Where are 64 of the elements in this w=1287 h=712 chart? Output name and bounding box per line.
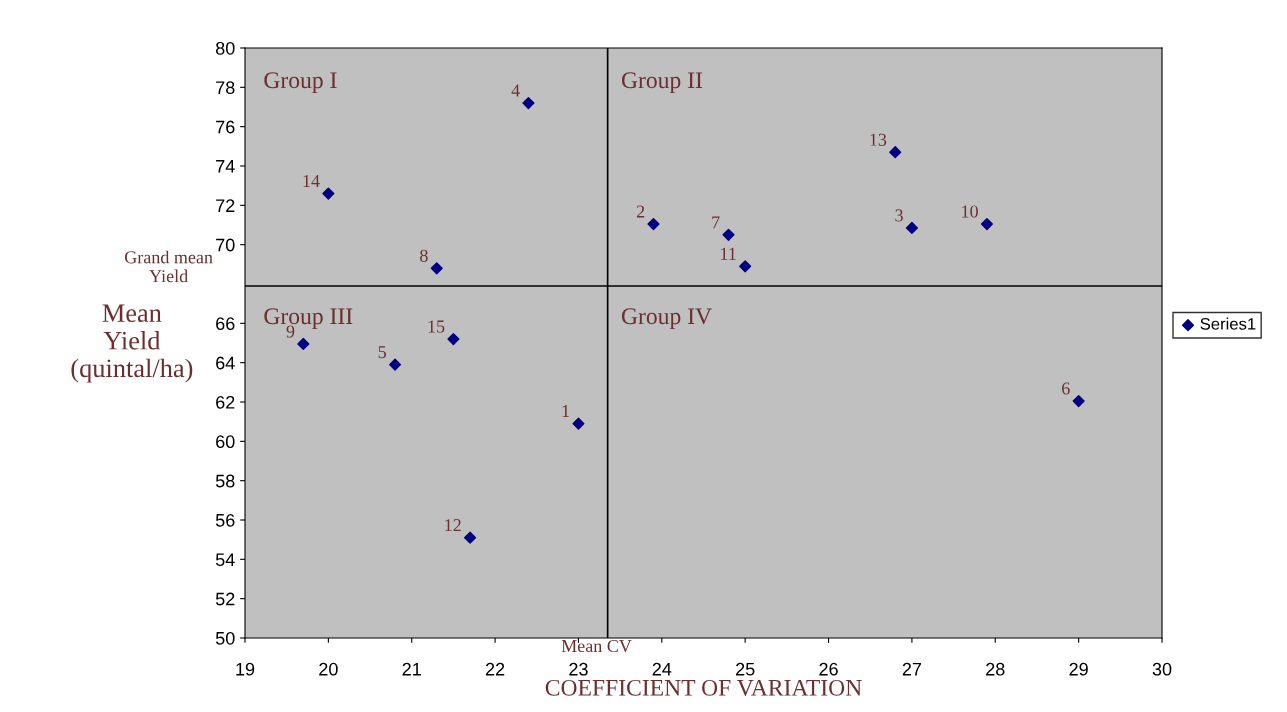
point	[447, 332, 460, 346]
point	[388, 358, 402, 371]
y-tick-label: 76	[216, 120, 235, 134]
annotation: 12	[445, 519, 461, 532]
y-tick-label: 54	[215, 553, 235, 567]
annotation: Group II	[621, 72, 703, 94]
point	[522, 96, 535, 110]
y-tick-label: 62	[216, 395, 235, 409]
annotation: 5	[378, 346, 387, 359]
point	[572, 417, 585, 430]
x-axis-title: COEFFICIENT OF VARIATION	[545, 679, 862, 696]
annotation: 11	[721, 247, 736, 260]
annotation: 3	[895, 209, 903, 222]
y-tick-label: 78	[216, 81, 235, 95]
y-tick-label: 70	[216, 238, 235, 252]
x-tick-label: 26	[819, 662, 838, 676]
x-tick-label: 28	[986, 662, 1005, 676]
y-tick-label: 66	[216, 317, 235, 331]
x-tick-label: 19	[236, 662, 255, 676]
x-tick-label: 22	[485, 662, 505, 676]
annotation: 10	[962, 205, 978, 218]
annotation: 1	[562, 405, 570, 418]
annotation: 8	[420, 249, 428, 262]
point	[739, 260, 752, 273]
annotation: 13	[870, 133, 887, 146]
x-tick-label: 24	[652, 662, 672, 676]
x-tick-label: 21	[402, 662, 421, 676]
point	[647, 217, 660, 231]
y-tick-label: 64	[216, 356, 235, 370]
y-tick-label: 74	[216, 160, 235, 173]
x-tick-label: 20	[319, 662, 338, 676]
point	[889, 146, 902, 159]
point	[980, 217, 994, 231]
annotation: 14	[303, 174, 320, 187]
point	[905, 221, 918, 235]
y-tick-label: 50	[215, 631, 235, 645]
annotation: 2	[636, 205, 645, 218]
y-tick-label: 58	[215, 474, 235, 488]
x-tick-label: 29	[1069, 662, 1088, 676]
ref-line-label: Grand mean Yield	[124, 250, 213, 283]
annotation: Group IV	[621, 308, 712, 330]
x-tick-label: 23	[569, 662, 588, 676]
x-tick-label: 30	[1152, 662, 1172, 676]
x-tick-label: 27	[902, 662, 922, 676]
y-tick-label: 72	[216, 199, 235, 212]
y-axis-title: Mean Yield (quintal/ha)	[71, 304, 193, 383]
annotation: 7	[712, 216, 720, 229]
point	[1072, 394, 1085, 408]
y-tick-label: 56	[215, 513, 235, 527]
point	[464, 531, 477, 544]
y-tick-label: 60	[216, 435, 235, 449]
point	[322, 187, 335, 200]
annotation: 4	[511, 84, 520, 97]
y-tick-label: 80	[215, 41, 235, 55]
legend-label: Series1	[1200, 317, 1256, 330]
annotation: Group I	[264, 72, 337, 94]
point	[722, 228, 735, 241]
ref-line-label: Mean CV	[561, 639, 632, 653]
annotation: 6	[1062, 382, 1070, 395]
y-tick-label: 52	[215, 592, 235, 606]
point	[297, 337, 310, 351]
x-tick-label: 25	[736, 662, 755, 676]
annotation: 15	[428, 320, 445, 333]
point	[430, 262, 443, 275]
